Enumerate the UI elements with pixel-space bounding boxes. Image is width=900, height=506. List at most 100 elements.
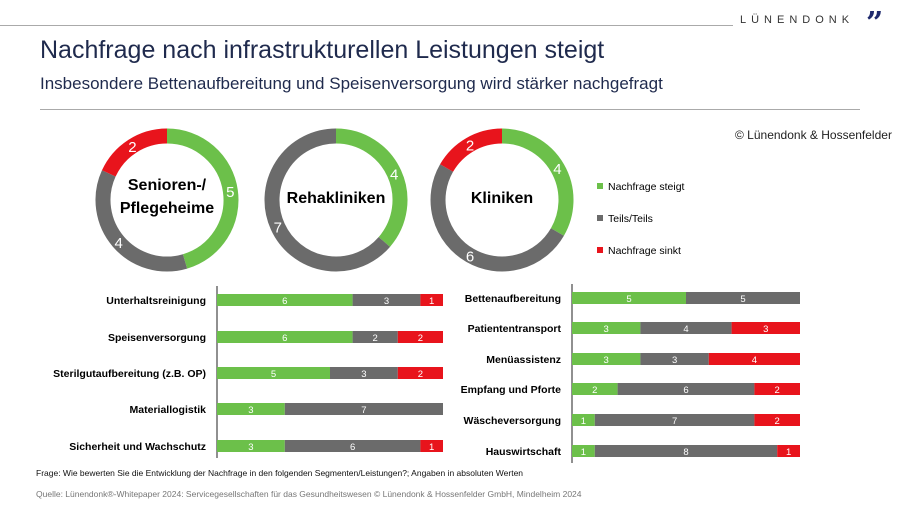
donut-value-label: 5 bbox=[226, 184, 234, 201]
donut-value-label: 4 bbox=[553, 161, 561, 178]
bar-segment bbox=[617, 383, 755, 395]
bar-segment bbox=[572, 383, 618, 395]
bar-value-label: 8 bbox=[683, 447, 688, 458]
legend-swatch bbox=[597, 247, 603, 253]
donut-value-label: 4 bbox=[390, 166, 398, 183]
legend-swatch bbox=[597, 215, 603, 221]
category-label: Sicherheit und Wachschutz bbox=[69, 441, 206, 453]
bar-segment bbox=[572, 322, 641, 334]
bar-value-label: 1 bbox=[786, 447, 791, 458]
donut-value-label: 2 bbox=[466, 138, 474, 155]
donut-segment bbox=[264, 128, 391, 272]
category-label: Materiallogistik bbox=[130, 404, 207, 416]
bar-value-label: 3 bbox=[248, 442, 253, 453]
question-note: Frage: Wie bewerten Sie die Entwicklung … bbox=[36, 468, 524, 478]
bar-segment bbox=[640, 353, 709, 365]
bar-value-label: 2 bbox=[418, 333, 423, 344]
category-label: Speisenversorgung bbox=[108, 332, 206, 344]
bar-value-label: 3 bbox=[763, 324, 768, 335]
bar-value-label: 3 bbox=[672, 355, 677, 366]
bar-value-label: 7 bbox=[361, 405, 366, 416]
legend-label: Nachfrage steigt bbox=[608, 181, 685, 193]
bar-segment bbox=[572, 353, 641, 365]
bar-segment bbox=[640, 322, 732, 334]
bar-segment bbox=[217, 403, 285, 415]
donut-segment bbox=[430, 164, 564, 272]
donut-segment bbox=[95, 170, 188, 272]
bar-segment bbox=[594, 414, 755, 426]
category-label: Wäscheversorgung bbox=[464, 415, 561, 427]
bar-value-label: 3 bbox=[384, 296, 389, 307]
title-divider bbox=[40, 109, 860, 110]
bar-segment bbox=[397, 367, 443, 379]
bar-value-label: 2 bbox=[418, 369, 423, 380]
category-label: Hauswirtschaft bbox=[486, 446, 562, 458]
bar-segment bbox=[352, 331, 398, 343]
category-label: Bettenaufbereitung bbox=[465, 293, 561, 305]
bar-value-label: 2 bbox=[373, 333, 378, 344]
bar-segment bbox=[754, 383, 800, 395]
source-note: Quelle: Lünendonk®-Whitepaper 2024: Serv… bbox=[36, 489, 582, 499]
bar-segment bbox=[572, 414, 595, 426]
donut-title: Rehakliniken bbox=[287, 190, 386, 207]
bar-value-label: 2 bbox=[592, 385, 597, 396]
donut-segment bbox=[335, 128, 408, 247]
bar-segment bbox=[217, 367, 330, 379]
bar-value-label: 5 bbox=[271, 369, 276, 380]
copyright: © Lünendonk & Hossenfelder bbox=[735, 128, 892, 142]
bar-segment bbox=[217, 331, 353, 343]
top-divider bbox=[0, 25, 733, 26]
bar-value-label: 6 bbox=[683, 385, 688, 396]
logo-quote-icon: ” bbox=[866, 6, 884, 41]
bar-value-label: 6 bbox=[282, 296, 287, 307]
bar-segment bbox=[217, 440, 285, 452]
donut-segment bbox=[166, 128, 239, 269]
bar-value-label: 6 bbox=[282, 333, 287, 344]
bar-value-label: 3 bbox=[361, 369, 366, 380]
category-label: Empfang und Pforte bbox=[461, 384, 561, 396]
bar-segment bbox=[330, 367, 398, 379]
category-label: Menüassistenz bbox=[486, 354, 561, 366]
bar-segment bbox=[420, 440, 443, 452]
bar-segment bbox=[708, 353, 800, 365]
bar-segment bbox=[777, 445, 800, 457]
bar-value-label: 5 bbox=[626, 294, 631, 305]
bar-segment bbox=[284, 440, 421, 452]
bar-segment bbox=[572, 445, 595, 457]
bar-value-label: 1 bbox=[429, 442, 434, 453]
bar-value-label: 4 bbox=[683, 324, 688, 335]
bar-segment bbox=[352, 294, 421, 306]
bar-value-label: 3 bbox=[604, 355, 609, 366]
bar-value-label: 2 bbox=[775, 385, 780, 396]
bar-value-label: 3 bbox=[248, 405, 253, 416]
legend-label: Teils/Teils bbox=[608, 213, 653, 225]
legend-label: Nachfrage sinkt bbox=[608, 245, 681, 257]
donut-value-label: 2 bbox=[128, 139, 136, 156]
bar-value-label: 2 bbox=[775, 416, 780, 427]
bar-segment bbox=[594, 445, 778, 457]
bar-value-label: 1 bbox=[581, 416, 586, 427]
bar-value-label: 1 bbox=[429, 296, 434, 307]
bar-value-label: 4 bbox=[752, 355, 757, 366]
bar-segment bbox=[420, 294, 443, 306]
donut-value-label: 4 bbox=[114, 235, 122, 252]
bar-value-label: 1 bbox=[581, 447, 586, 458]
bar-value-label: 3 bbox=[604, 324, 609, 335]
donut-title: Senioren-/ bbox=[128, 177, 207, 194]
category-label: Sterilgutaufbereitung (z.B. OP) bbox=[53, 368, 206, 380]
donut-value-label: 7 bbox=[274, 220, 282, 237]
bar-segment bbox=[686, 292, 800, 304]
bar-value-label: 5 bbox=[740, 294, 745, 305]
logo: LÜNENDONK bbox=[740, 14, 855, 26]
bar-value-label: 6 bbox=[350, 442, 355, 453]
donut-title: Kliniken bbox=[471, 190, 533, 207]
legend-swatch bbox=[597, 183, 603, 189]
page-subtitle: Insbesondere Bettenaufbereitung und Spei… bbox=[40, 74, 663, 93]
bar-segment bbox=[217, 294, 353, 306]
bar-segment bbox=[284, 403, 443, 415]
bar-segment bbox=[572, 292, 686, 304]
bar-value-label: 7 bbox=[672, 416, 677, 427]
page-title: Nachfrage nach infrastrukturellen Leistu… bbox=[40, 36, 605, 64]
category-label: Unterhaltsreinigung bbox=[106, 295, 206, 307]
